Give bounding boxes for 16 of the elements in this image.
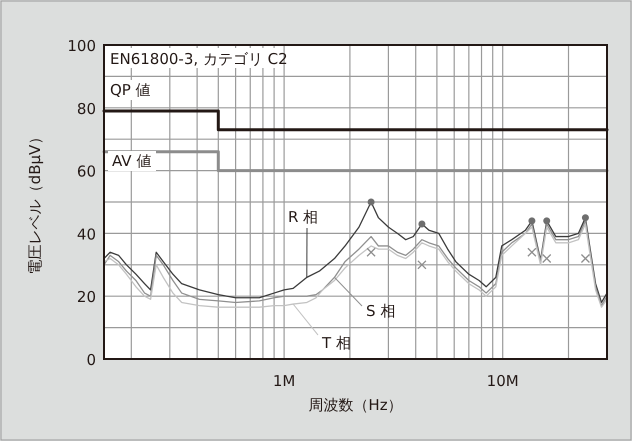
y-axis-title: 電圧レベル（dBµV）: [26, 130, 44, 274]
chart-title: EN61800-3, カテゴリ C2: [110, 50, 288, 68]
x-tick-label: 10M: [486, 372, 519, 390]
series-label: QP 値: [110, 81, 151, 99]
text: R 相: [288, 208, 318, 226]
series-label: AV 値: [112, 152, 152, 170]
x-axis-title: 周波数（Hz）: [308, 396, 403, 414]
text: S 相: [366, 302, 396, 320]
text: T 相: [321, 334, 351, 352]
x-tick-label: 1M: [272, 372, 296, 390]
y-tick-label: 0: [86, 351, 96, 369]
y-tick-label: 60: [76, 162, 96, 181]
y-tick-label: 80: [76, 100, 96, 118]
y-tick-label: 20: [76, 288, 96, 306]
y-tick-label: 100: [67, 37, 96, 55]
y-tick-label: 40: [76, 225, 96, 244]
